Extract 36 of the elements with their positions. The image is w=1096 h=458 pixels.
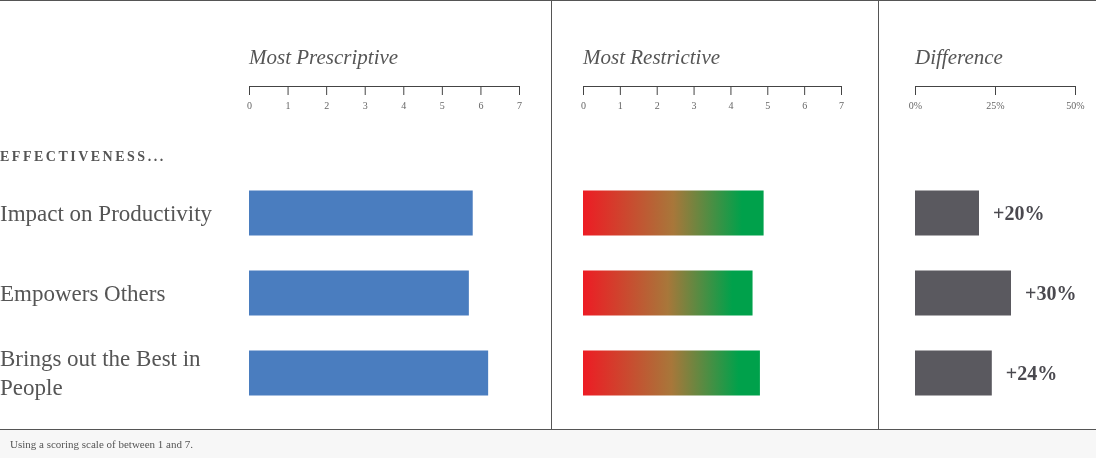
chart-title: Difference bbox=[914, 45, 1003, 69]
x-tick-label: 0 bbox=[247, 100, 252, 111]
x-tick-label: 3 bbox=[362, 100, 368, 111]
x-tick-label: 2 bbox=[324, 100, 330, 111]
y-tick-label: Impact on Productivity bbox=[0, 200, 213, 226]
x-tick-label: 7 bbox=[517, 100, 522, 111]
y-tick-label: Brings out the Best in People bbox=[0, 346, 202, 400]
data-label: +20% bbox=[993, 202, 1045, 224]
x-tick-label: 50% bbox=[1066, 100, 1085, 111]
x-tick-label: 1 bbox=[617, 100, 623, 111]
bar bbox=[583, 190, 764, 236]
chart-title: Most Restrictive bbox=[582, 45, 721, 69]
x-tick-label: 4 bbox=[401, 100, 407, 111]
bar bbox=[583, 350, 760, 396]
y-tick-label: Empowers Others bbox=[0, 280, 166, 306]
text: Using a scoring scale of between 1 and 7. bbox=[10, 438, 194, 450]
x-tick-label: 3 bbox=[691, 100, 697, 111]
x-tick-label: 25% bbox=[986, 100, 1005, 111]
bar bbox=[915, 190, 979, 236]
text: EFFECTIVENESS... bbox=[0, 149, 166, 164]
x-tick-label: 6 bbox=[478, 100, 484, 111]
x-tick-label: 2 bbox=[654, 100, 660, 111]
bar bbox=[915, 270, 1011, 316]
x-tick-label: 4 bbox=[728, 100, 734, 111]
x-tick-label: 7 bbox=[839, 100, 844, 111]
bar bbox=[583, 270, 753, 316]
data-label: +30% bbox=[1025, 282, 1077, 304]
x-tick-label: 0 bbox=[581, 100, 586, 111]
chart-title: Most Prescriptive bbox=[248, 45, 399, 69]
x-tick-label: 6 bbox=[802, 100, 808, 111]
x-tick-label: 5 bbox=[765, 100, 771, 111]
bar bbox=[915, 350, 992, 396]
data-label: +24% bbox=[1005, 362, 1058, 384]
x-tick-label: 5 bbox=[439, 100, 445, 111]
x-tick-label: 0% bbox=[908, 100, 923, 111]
x-tick-label: 1 bbox=[285, 100, 291, 111]
